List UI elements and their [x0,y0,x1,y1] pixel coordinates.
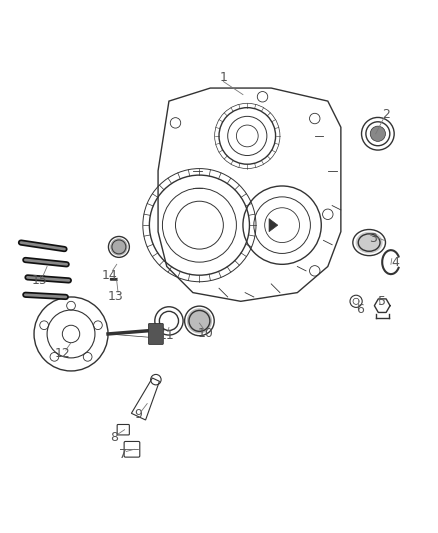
Text: 11: 11 [159,329,175,342]
FancyBboxPatch shape [148,324,163,344]
Ellipse shape [356,232,383,254]
Text: 1: 1 [219,71,227,84]
Ellipse shape [370,126,385,141]
Ellipse shape [187,308,212,334]
Text: 3: 3 [370,232,378,245]
Text: 8: 8 [110,431,119,443]
Text: 12: 12 [54,347,70,360]
Text: 10: 10 [198,327,214,341]
Text: 2: 2 [383,108,391,120]
Polygon shape [269,219,278,232]
Text: 15: 15 [32,274,48,287]
Text: 7: 7 [119,448,127,461]
Text: 13: 13 [108,289,123,303]
Text: 5: 5 [378,295,386,308]
Ellipse shape [110,238,127,256]
Text: 6: 6 [357,303,364,316]
Text: 14: 14 [102,269,117,282]
Text: 9: 9 [134,408,142,421]
Text: 4: 4 [391,256,399,269]
